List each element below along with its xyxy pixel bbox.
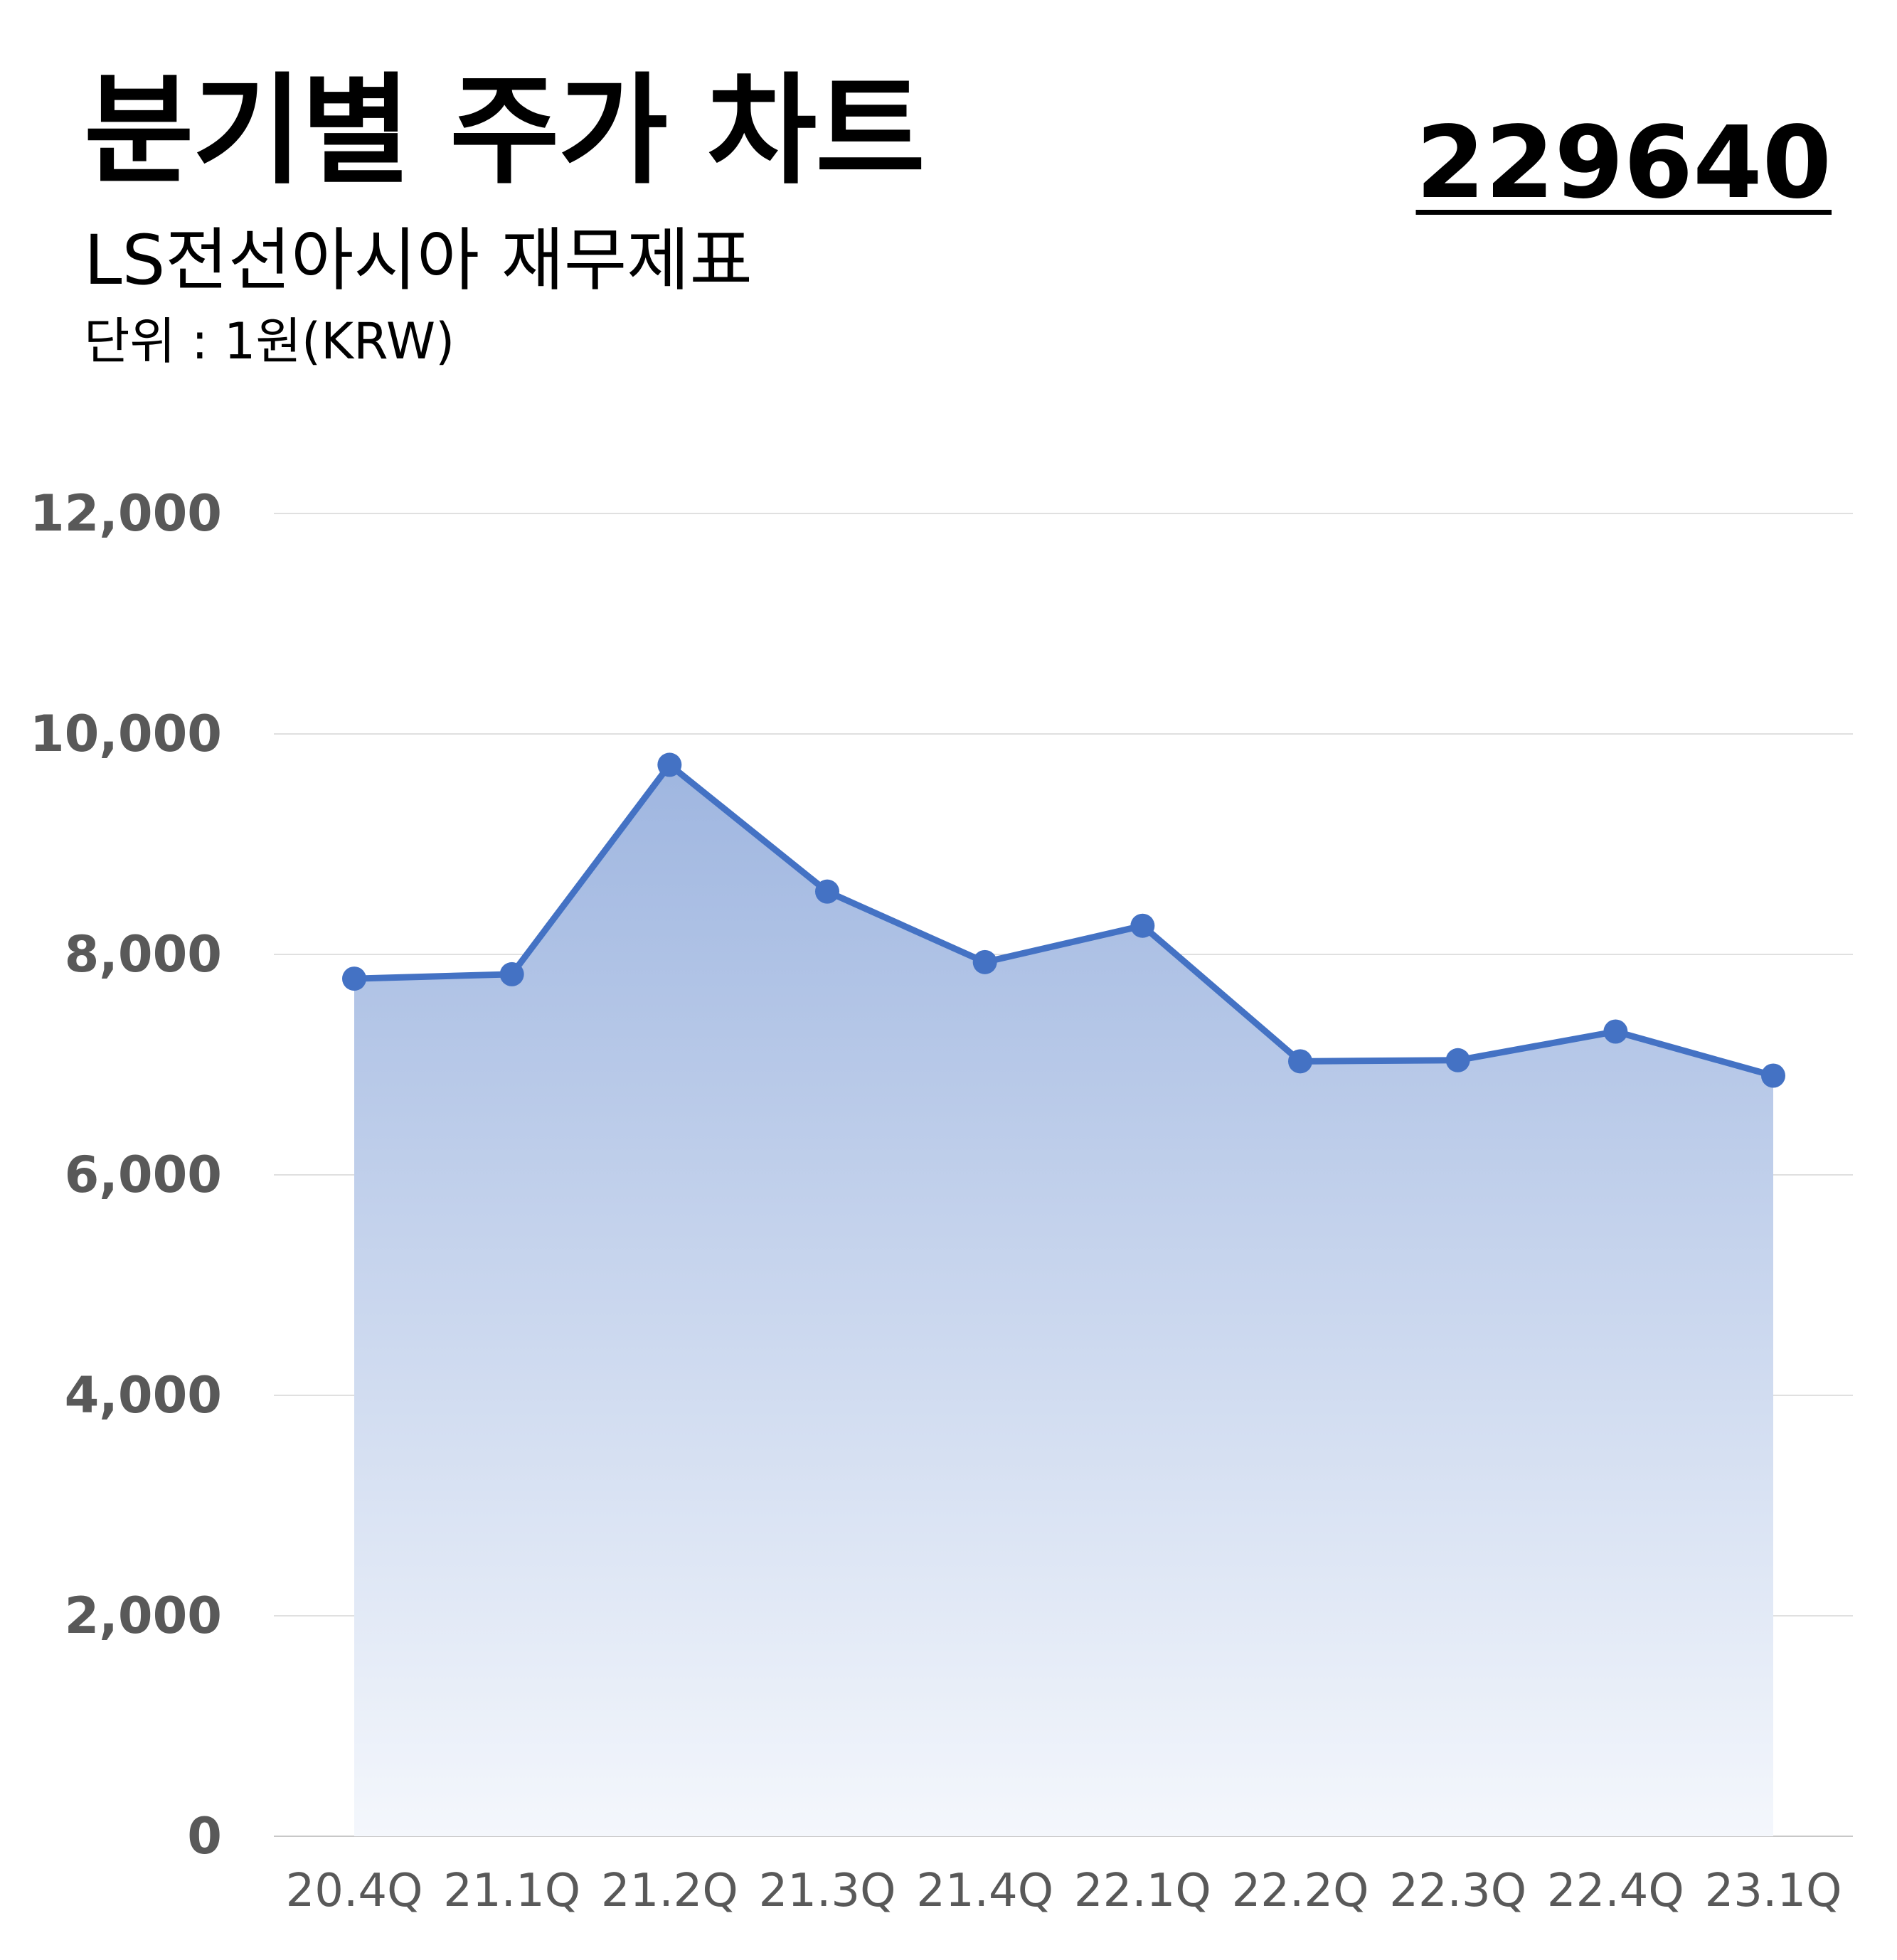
y-tick-label: 2,000 xyxy=(65,1587,222,1645)
stock-code: 229640 xyxy=(1415,105,1832,221)
y-tick-label: 8,000 xyxy=(65,925,222,984)
area-fill xyxy=(354,765,1773,1836)
data-point xyxy=(972,949,997,974)
y-tick-label: 4,000 xyxy=(65,1366,222,1424)
chart-subtitle: LS전선아시아 재무제표 xyxy=(84,220,753,300)
data-point xyxy=(499,962,524,986)
data-point xyxy=(815,879,839,904)
x-tick-label: 21.2Q xyxy=(601,1865,738,1917)
chart-title: 분기별 주가 차트 xyxy=(84,61,925,201)
x-tick-label: 21.4Q xyxy=(916,1865,1053,1917)
y-tick-label: 10,000 xyxy=(30,705,222,763)
x-tick-label: 20.4Q xyxy=(286,1865,423,1917)
x-tick-label: 22.1Q xyxy=(1074,1865,1211,1917)
data-point xyxy=(1445,1048,1470,1072)
x-tick-label: 23.1Q xyxy=(1705,1865,1842,1917)
y-tick-label: 0 xyxy=(187,1807,222,1865)
data-point xyxy=(1288,1049,1312,1074)
x-tick-label: 22.4Q xyxy=(1547,1865,1684,1917)
data-point xyxy=(657,752,682,777)
y-tick-label: 6,000 xyxy=(65,1146,222,1204)
data-point xyxy=(1603,1019,1628,1044)
unit-label: 단위 : 1원(KRW) xyxy=(84,312,455,371)
data-point xyxy=(342,966,366,991)
x-tick-label: 21.3Q xyxy=(759,1865,896,1917)
data-point xyxy=(1130,913,1155,938)
x-tick-label: 22.3Q xyxy=(1389,1865,1526,1917)
data-point xyxy=(1761,1063,1785,1088)
series-line xyxy=(351,761,1777,1079)
x-tick-label: 21.1Q xyxy=(443,1865,580,1917)
x-tick-label: 22.2Q xyxy=(1232,1865,1369,1917)
y-tick-label: 12,000 xyxy=(30,484,222,543)
